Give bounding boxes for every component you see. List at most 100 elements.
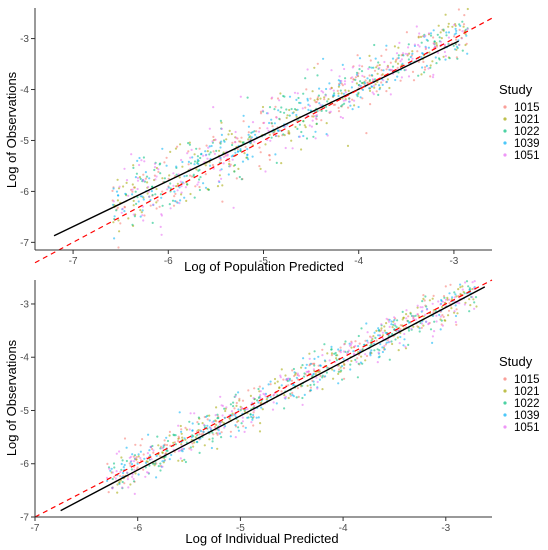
data-point-1021 <box>258 430 262 433</box>
data-point-1051 <box>344 99 347 102</box>
data-point-1022 <box>396 319 399 322</box>
y-axis-title-2: Log of Observations <box>4 339 19 456</box>
data-point-1039 <box>399 335 402 339</box>
data-point-1051 <box>253 409 256 412</box>
data-point-1021 <box>417 36 420 39</box>
data-point-1051 <box>219 395 222 398</box>
data-point-1051 <box>424 34 427 38</box>
data-point-1021 <box>168 434 171 437</box>
data-point-1022 <box>339 89 342 92</box>
data-point-1022 <box>465 280 469 283</box>
data-point-1021 <box>383 325 386 328</box>
data-point-1015 <box>258 146 261 149</box>
data-point-1051 <box>131 473 134 476</box>
data-point-1022 <box>153 168 156 172</box>
data-point-1039 <box>403 338 406 341</box>
data-point-1039 <box>251 131 254 134</box>
data-point-1039 <box>455 45 459 48</box>
identity-line-2 <box>34 279 493 518</box>
data-point-1051 <box>275 116 278 119</box>
data-point-1051 <box>243 430 246 433</box>
data-point-1022 <box>144 466 147 469</box>
data-point-1051 <box>343 80 347 83</box>
data-point-1039 <box>150 190 153 193</box>
data-point-1039 <box>113 215 116 218</box>
data-point-1021 <box>180 193 183 196</box>
data-point-1039 <box>124 192 127 195</box>
data-point-1051 <box>340 79 343 83</box>
data-point-1039 <box>161 460 164 463</box>
data-point-1022 <box>424 295 427 298</box>
data-point-1039 <box>409 55 412 59</box>
data-point-1015 <box>258 385 261 388</box>
data-point-1051 <box>297 374 301 377</box>
data-point-1021 <box>117 219 120 222</box>
data-point-1039 <box>434 56 437 59</box>
data-point-1022 <box>357 334 360 338</box>
data-point-1015 <box>247 389 250 392</box>
data-point-1015 <box>297 395 300 398</box>
data-point-1022 <box>391 332 394 336</box>
data-point-1051 <box>111 471 114 474</box>
y-tick-label: -5 <box>20 406 29 417</box>
data-point-1039 <box>299 101 302 105</box>
data-point-1039 <box>466 52 469 55</box>
data-point-1022 <box>316 109 319 113</box>
legend-label: 1021 <box>514 114 540 126</box>
data-point-1039 <box>236 150 239 153</box>
data-point-1039 <box>111 203 115 206</box>
data-point-1015 <box>117 246 120 249</box>
data-point-1039 <box>182 447 186 450</box>
data-point-1022 <box>330 348 333 351</box>
data-point-1021 <box>385 322 388 325</box>
data-point-1039 <box>137 473 140 476</box>
y-ticks-2: -7 -6 -5 -4 -3 <box>20 299 35 524</box>
data-point-1021 <box>227 133 230 136</box>
legend-label: 1051 <box>514 150 540 162</box>
data-point-1039 <box>349 368 352 371</box>
data-point-1051 <box>473 280 476 283</box>
data-point-1051 <box>341 116 344 120</box>
data-point-1022 <box>278 117 281 120</box>
data-point-1022 <box>301 396 304 400</box>
data-point-1039 <box>125 446 128 449</box>
data-point-1021 <box>380 327 383 330</box>
data-point-1021 <box>179 424 182 428</box>
data-point-1051 <box>412 317 415 321</box>
data-point-1022 <box>195 147 198 150</box>
data-point-1039 <box>180 430 183 433</box>
data-point-1039 <box>137 453 140 456</box>
data-point-1022 <box>257 387 260 391</box>
data-point-1021 <box>462 25 465 28</box>
data-point-1022 <box>134 190 137 193</box>
data-point-1039 <box>339 81 342 84</box>
data-point-1022 <box>188 420 191 423</box>
data-point-1015 <box>252 424 255 427</box>
data-point-1039 <box>139 450 142 453</box>
data-point-1015 <box>364 79 367 82</box>
data-point-1022 <box>421 300 424 303</box>
data-point-1051 <box>326 134 329 137</box>
data-point-1039 <box>170 453 173 457</box>
data-point-1039 <box>210 144 213 148</box>
data-point-1039 <box>319 364 322 367</box>
data-point-1015 <box>290 379 293 382</box>
x-axis-title-2: Log of Individual Predicted <box>185 531 338 546</box>
data-point-1021 <box>287 396 290 400</box>
data-point-1051 <box>306 68 309 71</box>
fit-line-2 <box>60 286 486 512</box>
data-point-1051 <box>436 51 440 55</box>
data-point-1051 <box>181 447 184 450</box>
data-point-1039 <box>388 318 391 321</box>
data-point-1022 <box>429 34 433 37</box>
data-point-1021 <box>181 436 184 439</box>
legend-key <box>503 413 507 417</box>
data-point-1051 <box>219 423 222 426</box>
data-point-1022 <box>156 435 159 438</box>
data-point-1051 <box>125 179 129 182</box>
data-point-1039 <box>338 84 341 87</box>
data-point-1021 <box>331 368 334 371</box>
data-point-1015 <box>316 62 319 65</box>
legend-key <box>503 425 507 429</box>
data-point-1022 <box>453 291 456 294</box>
